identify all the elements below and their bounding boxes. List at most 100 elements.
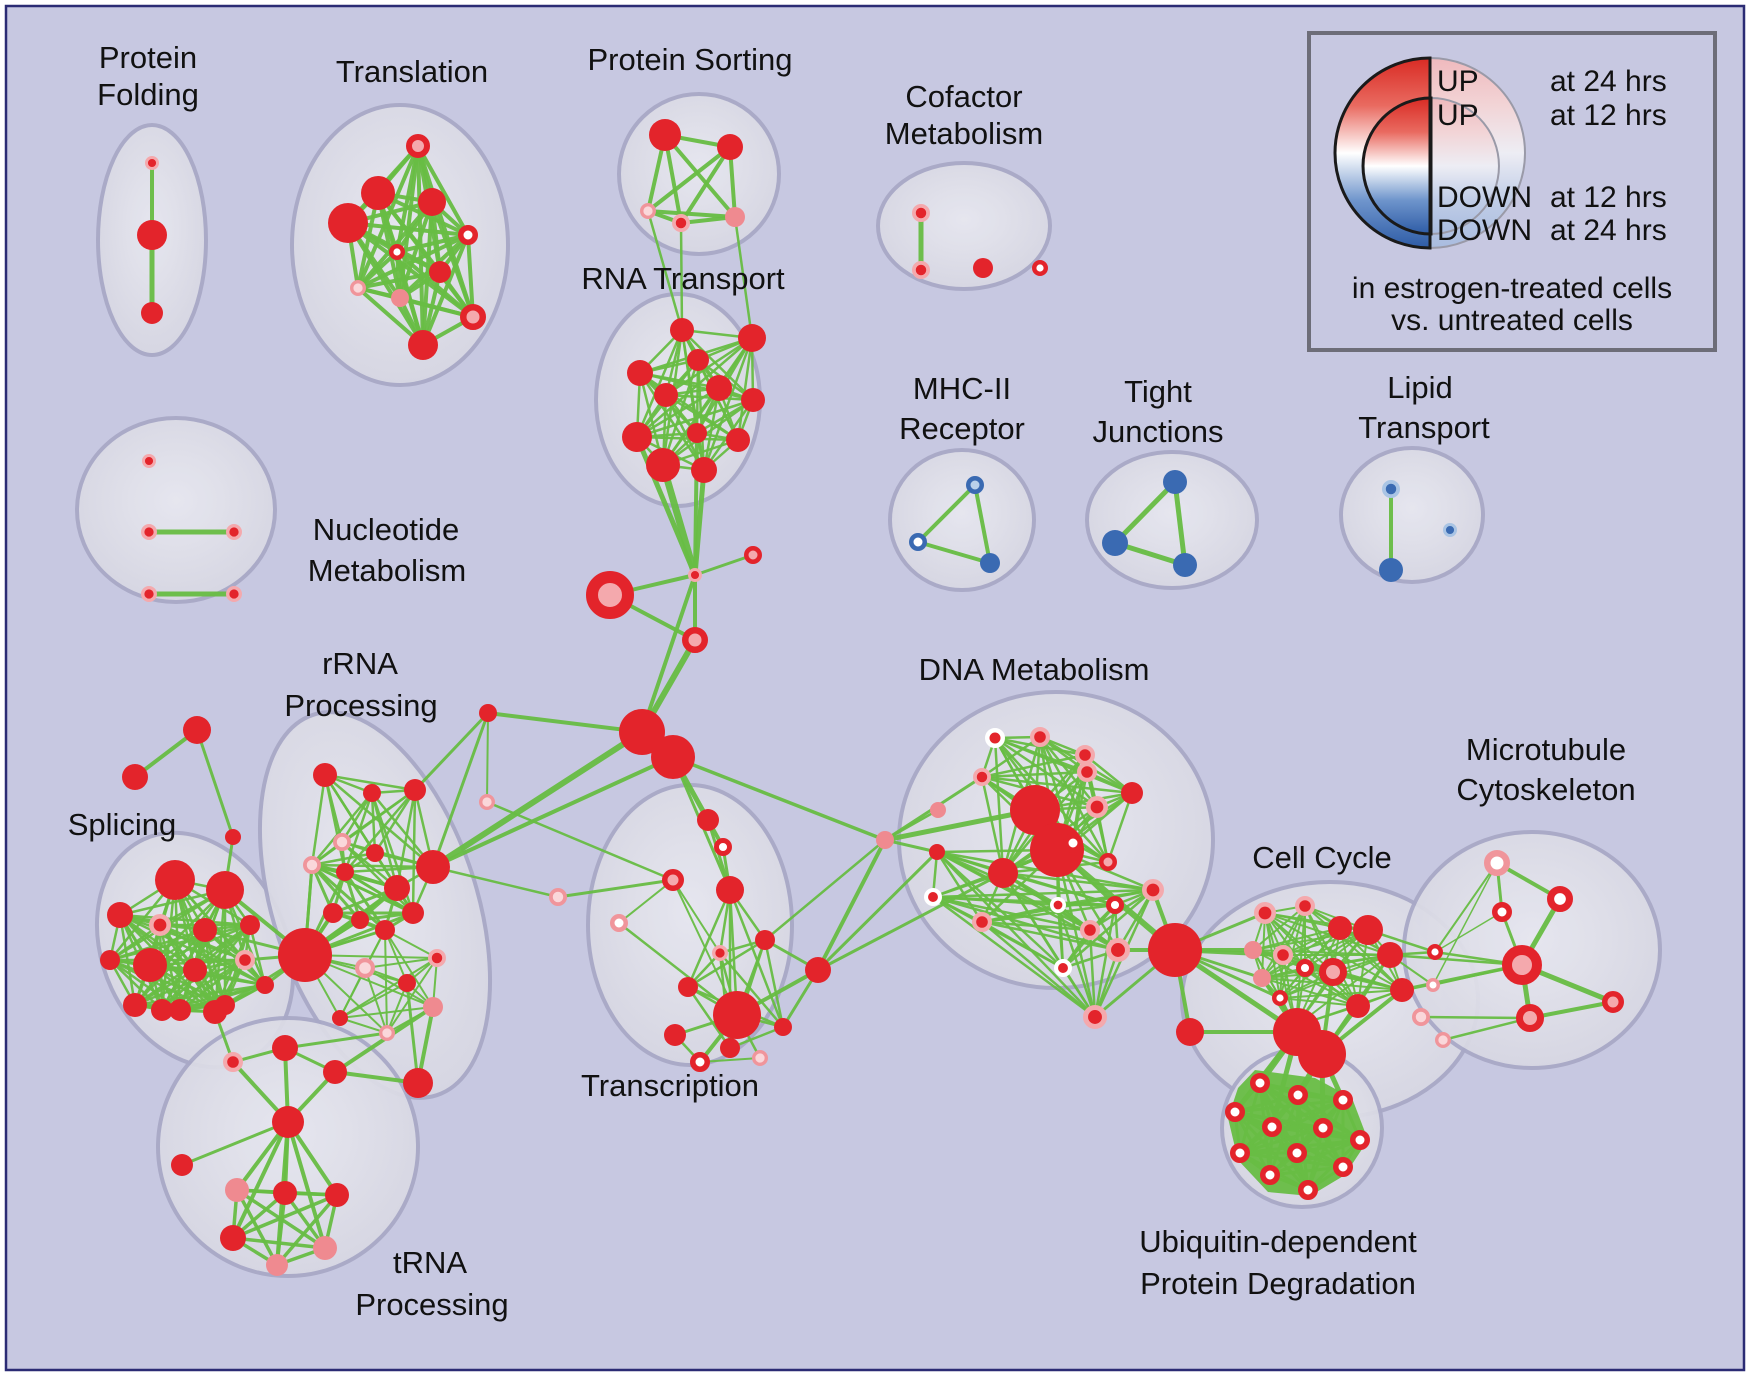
edge [343, 870, 415, 915]
legend-time-1: at 12 hrs [1550, 99, 1667, 132]
gene-node-q2 [140, 523, 157, 540]
gene-node-v6 [389, 243, 406, 260]
edge [1071, 791, 1134, 845]
edge [1238, 1126, 1325, 1155]
gene-node-h1 [619, 709, 665, 755]
cluster-label-nucleotide-metabolism: Nucleotide [313, 512, 459, 547]
edge [231, 1120, 290, 1240]
gene-node-r14 [355, 957, 376, 978]
cluster-label-ubiquitin-degradation: Ubiquitin-dependent [1139, 1224, 1417, 1259]
edge [980, 753, 1087, 779]
gene-node-d14 [1050, 896, 1067, 913]
gene-node-r17 [423, 997, 443, 1017]
edge [916, 483, 977, 544]
gene-node-a6 [706, 375, 732, 401]
edge [980, 920, 1097, 1019]
edge [679, 145, 732, 225]
gene-node-x4 [610, 914, 628, 932]
edge [1295, 1138, 1362, 1155]
edge [1432, 862, 1498, 986]
gene-node-k12 [1377, 942, 1403, 968]
gene-node-k8 [1271, 990, 1288, 1007]
edge [617, 921, 739, 1017]
edge [231, 1193, 339, 1240]
gene-node-n8 [220, 1225, 246, 1251]
gene-node-v2 [361, 176, 395, 210]
cluster-label-tight-junctions: Tight [1124, 374, 1192, 409]
edge [405, 981, 420, 1085]
edge [180, 1120, 290, 1167]
edge [108, 923, 252, 962]
gene-node-r11 [351, 911, 369, 929]
edge [640, 573, 697, 734]
gene-node-d22 [1106, 938, 1131, 963]
gene-node-k16 [1390, 978, 1414, 1002]
edge [373, 788, 417, 855]
edge [646, 209, 684, 332]
edge [323, 773, 417, 792]
gene-node-d25 [1176, 1018, 1204, 1046]
edge [763, 838, 887, 942]
gene-node-t13 [690, 1052, 710, 1072]
edge [1056, 888, 1155, 907]
cluster-label-protein-folding: Protein [99, 40, 197, 75]
gene-node-v10 [460, 304, 486, 330]
gene-node-s16 [203, 1000, 227, 1024]
cluster-label-mhc-ii-receptor: MHC-II [913, 371, 1011, 406]
gene-node-v7 [429, 261, 451, 283]
edge [1055, 848, 1097, 1019]
gene-node-r18 [378, 1025, 395, 1042]
edge [916, 540, 992, 565]
gene-node-v11 [408, 330, 438, 360]
edge [1279, 997, 1359, 1007]
edge [108, 958, 227, 1007]
edge [395, 250, 475, 319]
gene-node-d12 [971, 911, 992, 932]
edge [699, 1057, 761, 1063]
edge [1279, 989, 1403, 999]
gene-node-s2 [206, 871, 244, 909]
gene-node-u3 [1225, 1102, 1245, 1122]
legend-direction-1: UP [1437, 99, 1479, 132]
edge [431, 865, 560, 899]
gene-node-n6 [273, 1181, 297, 1205]
gene-node-g2 [909, 533, 927, 551]
cluster-label-rrna-processing: rRNA [322, 646, 398, 681]
gene-node-r4 [333, 833, 352, 852]
gene-node-p5 [725, 207, 745, 227]
edge [421, 233, 470, 347]
gene-node-dconn [876, 831, 894, 849]
edge [1038, 735, 1110, 864]
edge [339, 982, 408, 1019]
edge [416, 144, 470, 237]
gene-node-n9 [313, 1236, 337, 1260]
gene-node-d11 [924, 888, 943, 907]
gene-node-u1 [1250, 1073, 1270, 1093]
gene-node-r1 [313, 763, 337, 787]
edge [931, 895, 1097, 1019]
edge [1172, 479, 1188, 568]
gene-node-l1 [1382, 480, 1401, 499]
edge [275, 1193, 339, 1267]
gene-node-d17 [1063, 833, 1083, 853]
edge [980, 775, 1005, 875]
legend-time-0: at 24 hrs [1550, 65, 1667, 98]
gene-node-g1 [966, 476, 984, 494]
edge [980, 775, 1134, 795]
edge [413, 711, 490, 792]
gene-node-n3 [323, 1060, 347, 1084]
edge [356, 270, 442, 290]
edge [680, 328, 755, 402]
gene-node-r10 [323, 903, 343, 923]
edge [718, 951, 785, 1029]
cluster-label-trna-processing: Processing [355, 1287, 508, 1322]
edge [364, 967, 388, 1034]
gene-node-u2 [1288, 1085, 1308, 1105]
gene-node-p3 [639, 202, 656, 219]
gene-node-d15 [1054, 959, 1073, 978]
edge [980, 735, 1042, 779]
edge [310, 851, 377, 867]
gene-node-t12 [664, 1024, 686, 1046]
gene-node-c1 [687, 567, 702, 582]
gene-node-a8 [622, 422, 652, 452]
